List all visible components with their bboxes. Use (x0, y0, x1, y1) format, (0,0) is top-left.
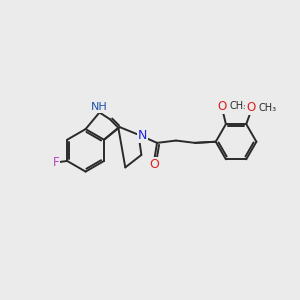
Text: F: F (53, 156, 59, 169)
Text: O: O (218, 100, 227, 112)
Text: O: O (149, 158, 159, 171)
Text: CH₃: CH₃ (230, 101, 248, 111)
Text: NH: NH (91, 102, 108, 112)
Text: CH₃: CH₃ (258, 103, 276, 113)
Text: N: N (138, 129, 147, 142)
Text: O: O (246, 101, 256, 114)
